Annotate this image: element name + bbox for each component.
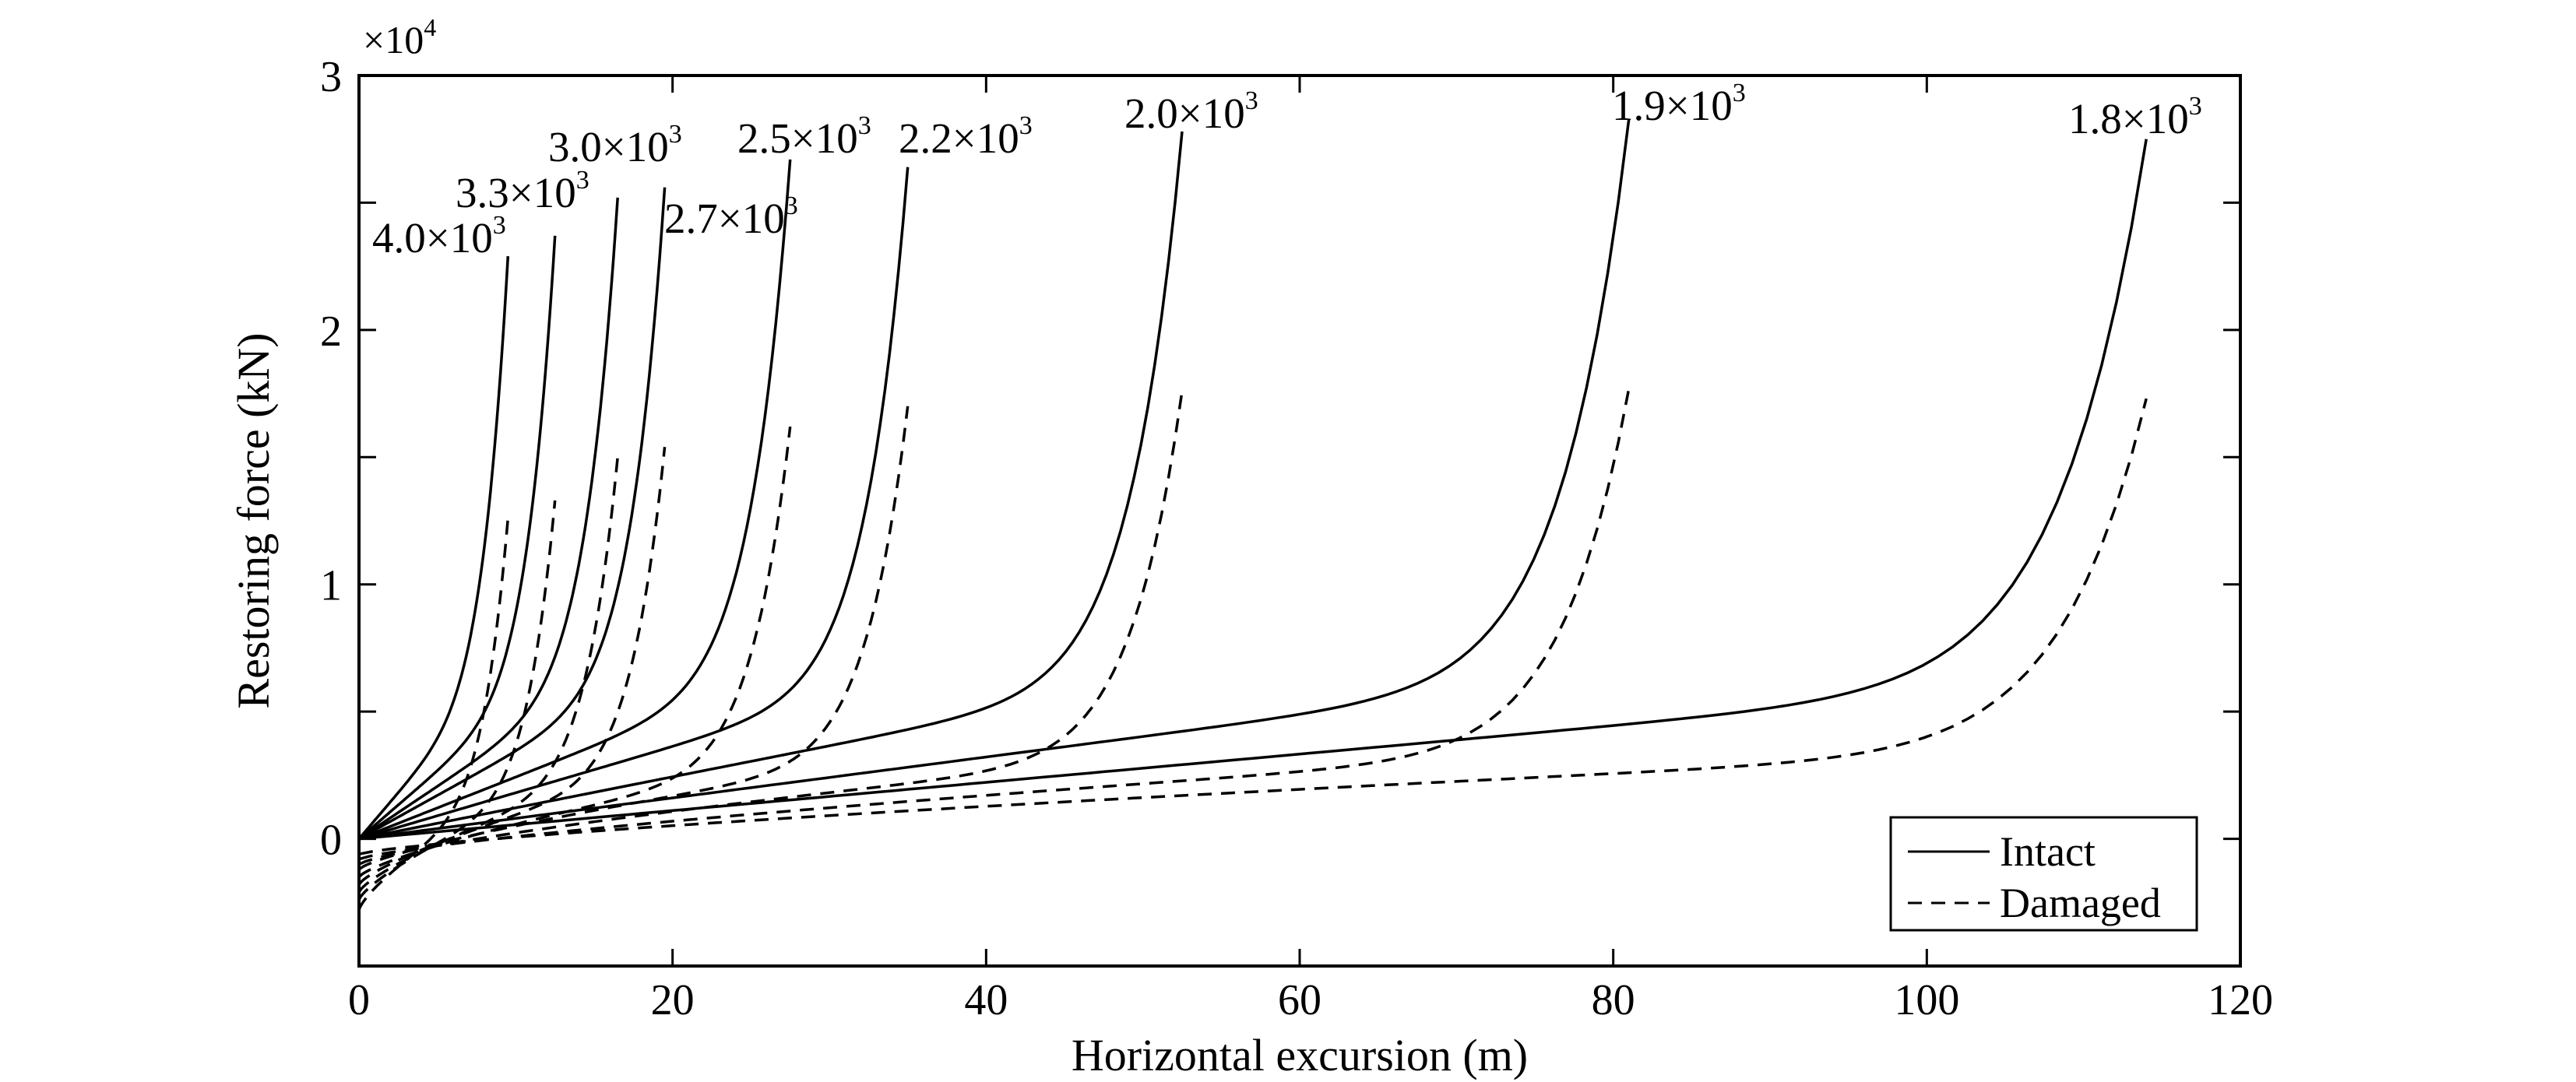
legend-damaged-label: Damaged bbox=[2000, 880, 2161, 926]
curve-label-text: 4.0×10 bbox=[372, 214, 493, 262]
intact-curve bbox=[358, 159, 792, 841]
damaged-curve bbox=[358, 391, 1184, 866]
x-tick-label: 60 bbox=[1278, 976, 1321, 1024]
x-tick-label: 40 bbox=[964, 976, 1008, 1024]
y-tick-label: 0 bbox=[320, 817, 342, 865]
intact-curve bbox=[358, 197, 619, 841]
curve-label: 2.7×103 bbox=[664, 191, 798, 242]
curve-label: 1.8×103 bbox=[2068, 92, 2202, 142]
curve-label: 1.9×103 bbox=[1612, 79, 1746, 129]
curve-label-text: 2.2×10 bbox=[899, 114, 1019, 162]
curve-label-exp: 3 bbox=[1733, 79, 1746, 107]
damaged-curve bbox=[358, 388, 1631, 861]
curve-label-text: 3.3×10 bbox=[456, 169, 576, 216]
curve-label-text: 1.9×10 bbox=[1612, 82, 1733, 129]
curve-label-exp: 3 bbox=[1019, 111, 1033, 140]
legend-box bbox=[1889, 816, 2198, 932]
curve-label: 4.0×103 bbox=[372, 211, 506, 262]
curve-label-exp: 3 bbox=[669, 120, 682, 149]
curve-label-text: 2.0×10 bbox=[1124, 90, 1245, 137]
curve-label: 3.3×103 bbox=[456, 166, 589, 216]
y-tick-label: 1 bbox=[320, 562, 342, 610]
x-tick-label: 80 bbox=[1592, 976, 1635, 1024]
curve-label: 3.0×103 bbox=[548, 120, 682, 170]
y-tick-label: 2 bbox=[320, 307, 342, 356]
ticks: 0 20 40 60 80 100 120 0 1 2 3 bbox=[320, 53, 2273, 1024]
legend-intact-label: Intact bbox=[2000, 828, 2096, 875]
intact-curve bbox=[358, 131, 1184, 841]
x-tick-label: 120 bbox=[2208, 976, 2273, 1024]
damaged-curve bbox=[358, 398, 2148, 855]
curve-label: 2.0×103 bbox=[1124, 86, 1258, 137]
curve-label-exp: 3 bbox=[1245, 86, 1258, 115]
x-tick-label: 0 bbox=[348, 976, 370, 1024]
x-tick-label: 100 bbox=[1894, 976, 1959, 1024]
curve-label-exp: 3 bbox=[2189, 92, 2202, 121]
curve-label-text: 2.5×10 bbox=[737, 114, 858, 162]
x-axis-label: Horizontal excursion (m) bbox=[1072, 1030, 1528, 1080]
curve-label-text: 3.0×10 bbox=[548, 123, 669, 170]
curve-label-exp: 3 bbox=[493, 211, 506, 240]
x-tick-label: 20 bbox=[651, 976, 695, 1024]
curve-label-exp: 3 bbox=[785, 191, 798, 220]
curve-label: 2.5×103 bbox=[737, 111, 871, 162]
y-tick-label: 3 bbox=[320, 53, 342, 101]
curve-label-text: 1.8×10 bbox=[2068, 95, 2189, 142]
intact-curve bbox=[358, 118, 1631, 841]
y-axis-label: Restoring force (kN) bbox=[228, 332, 279, 708]
y-multiplier: ×104 bbox=[363, 13, 436, 61]
curves bbox=[357, 118, 2148, 911]
curve-label: 2.2×103 bbox=[899, 111, 1033, 162]
curve-label-text: 2.7×10 bbox=[664, 195, 785, 242]
curve-label-exp: 3 bbox=[576, 166, 589, 195]
damaged-curve bbox=[357, 518, 510, 911]
intact-curve bbox=[357, 255, 510, 840]
intact-curve bbox=[358, 167, 910, 841]
legend: Intact Damaged bbox=[1889, 816, 2198, 932]
intact-curve bbox=[358, 139, 2148, 841]
intact-curve bbox=[358, 187, 667, 841]
intact-curve bbox=[357, 235, 557, 840]
curve-label-exp: 3 bbox=[858, 111, 871, 140]
